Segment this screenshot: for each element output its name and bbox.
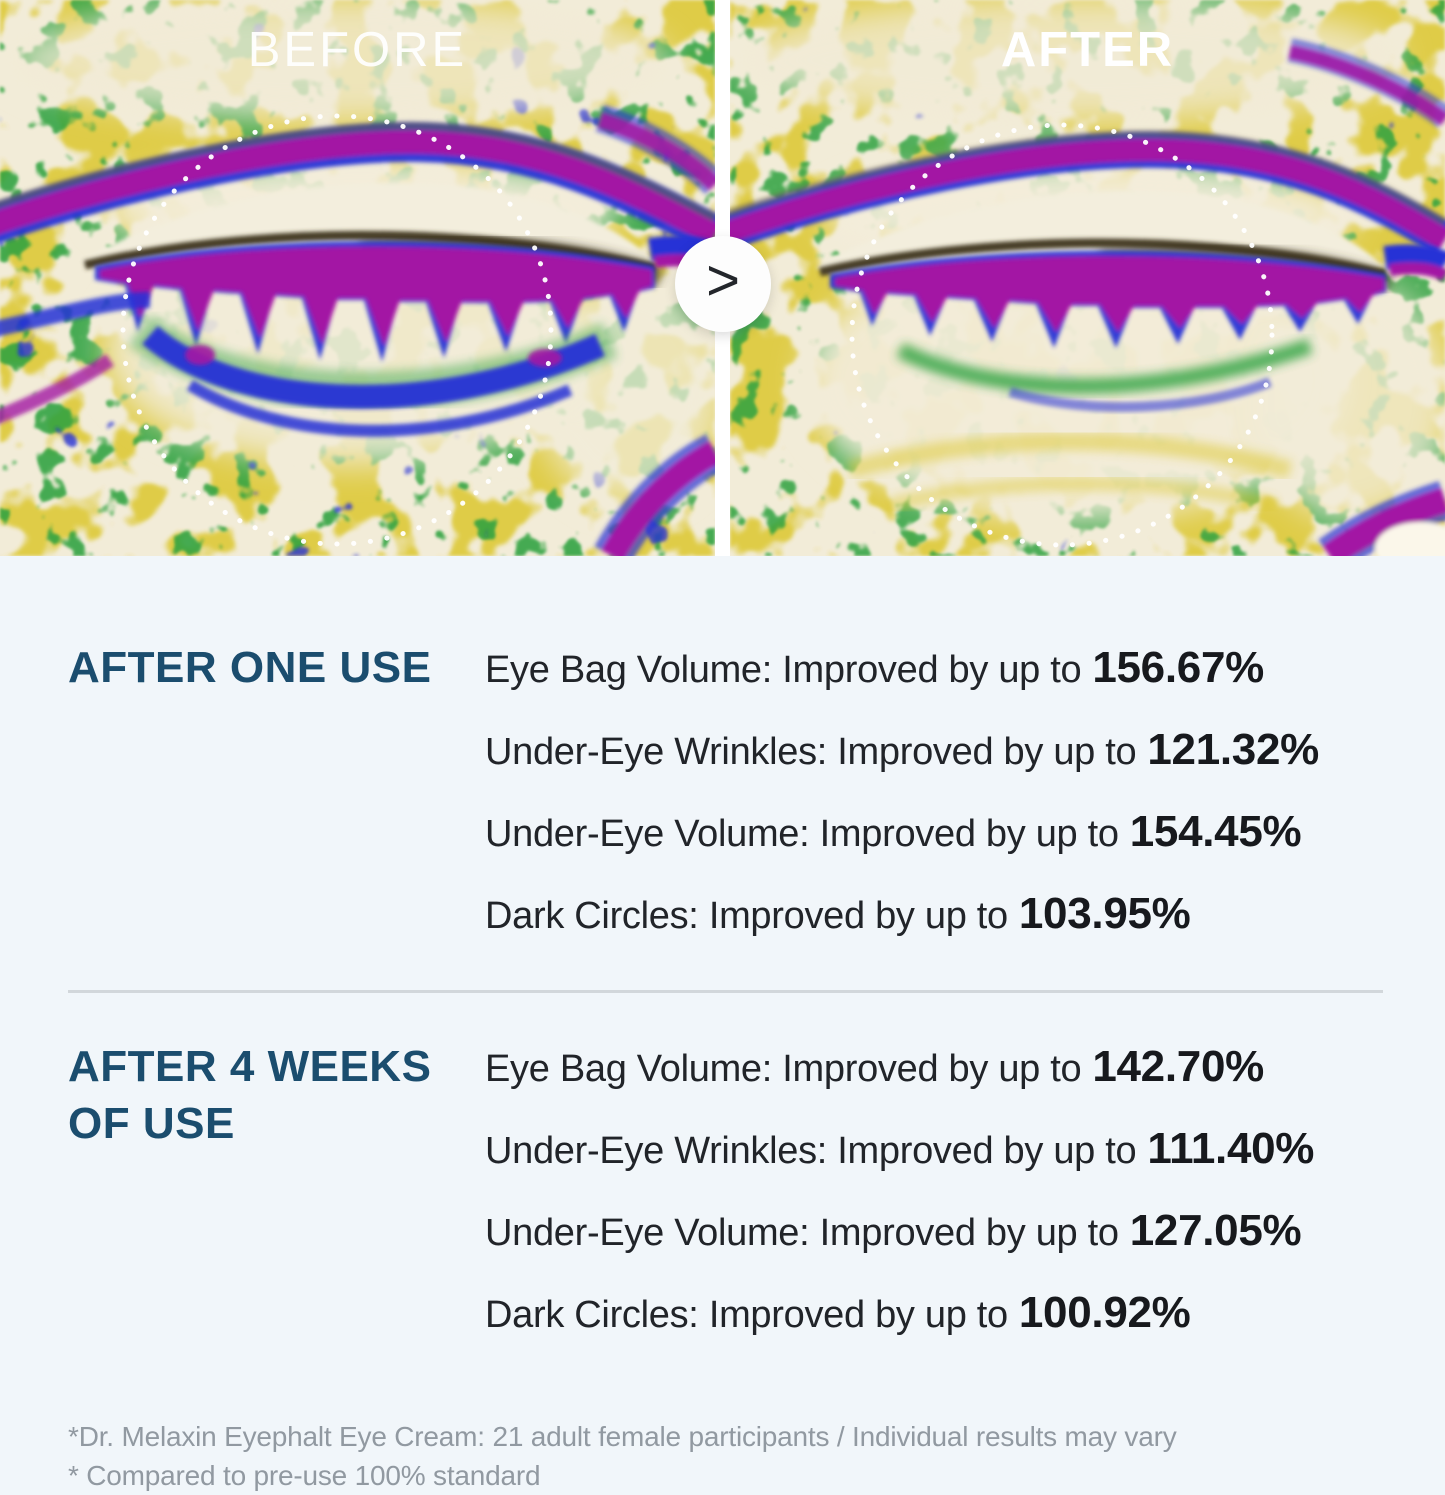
stat-row: Under-Eye Wrinkles: Improved by up to 111… (485, 1113, 1383, 1195)
before-focus-circle (120, 113, 554, 547)
stat-value: 111.40% (1147, 1124, 1315, 1173)
stat-label: Eye Bag Volume: Improved by up to (485, 649, 1082, 691)
stat-value: 100.92% (1018, 1288, 1191, 1337)
footnote-standard: * Compared to pre-use 100% standard (68, 1460, 541, 1491)
stat-row: Under-Eye Volume: Improved by up to 154.4… (485, 796, 1383, 878)
before-label: BEFORE (247, 23, 468, 77)
stats-list: Eye Bag Volume: Improved by up to 142.70%… (485, 1031, 1383, 1359)
after-label: AFTER (1000, 23, 1175, 77)
stat-row: Dark Circles: Improved by up to 103.95% (485, 878, 1383, 960)
stat-value: 154.45% (1129, 807, 1302, 856)
stat-row: Under-Eye Volume: Improved by up to 127.0… (485, 1195, 1383, 1277)
chevron-right-icon: > (706, 248, 740, 313)
stat-label: Under-Eye Volume: Improved by up to (485, 813, 1119, 855)
stat-value: 127.05% (1129, 1206, 1302, 1255)
section-after-one-use: AFTER ONE USE Eye Bag Volume: Improved b… (68, 632, 1383, 960)
section-title: AFTER ONE USE (68, 643, 432, 692)
stat-value: 156.67% (1092, 643, 1264, 692)
after-thermal-image: AFTER (730, 0, 1445, 556)
stat-value: 103.95% (1018, 889, 1191, 938)
results-content: AFTER ONE USE Eye Bag Volume: Improved b… (0, 556, 1445, 1495)
section-title: AFTER 4 WEEKS OF USE (68, 1042, 432, 1148)
stat-row: Eye Bag Volume: Improved by up to 142.70% (485, 1031, 1383, 1113)
before-after-comparison: BEFORE (0, 0, 1445, 556)
stat-label: Under-Eye Wrinkles: Improved by up to (485, 731, 1137, 773)
section-divider (68, 990, 1383, 993)
stats-list: Eye Bag Volume: Improved by up to 156.67%… (485, 632, 1383, 960)
stat-value: 121.32% (1147, 725, 1319, 774)
stat-label: Dark Circles: Improved by up to (485, 1294, 1008, 1336)
before-thermal-art (0, 0, 715, 556)
footnotes: *Dr. Melaxin Eyephalt Eye Cream: 21 adul… (68, 1417, 1383, 1495)
stat-row: Dark Circles: Improved by up to 100.92% (485, 1277, 1383, 1359)
after-thermal-art (730, 0, 1445, 556)
stat-label: Under-Eye Volume: Improved by up to (485, 1212, 1119, 1254)
stat-label: Eye Bag Volume: Improved by up to (485, 1048, 1082, 1090)
footnote-participants: *Dr. Melaxin Eyephalt Eye Cream: 21 adul… (68, 1421, 1177, 1452)
before-thermal-image: BEFORE (0, 0, 715, 556)
stat-row: Eye Bag Volume: Improved by up to 156.67% (485, 632, 1383, 714)
stat-row: Under-Eye Wrinkles: Improved by up to 121… (485, 714, 1383, 796)
stat-label: Dark Circles: Improved by up to (485, 895, 1008, 937)
stat-value: 142.70% (1092, 1042, 1264, 1091)
stat-label: Under-Eye Wrinkles: Improved by up to (485, 1130, 1137, 1172)
after-focus-circle (849, 122, 1275, 548)
next-button[interactable]: > (675, 236, 771, 332)
section-after-4-weeks: AFTER 4 WEEKS OF USE Eye Bag Volume: Imp… (68, 1031, 1383, 1359)
